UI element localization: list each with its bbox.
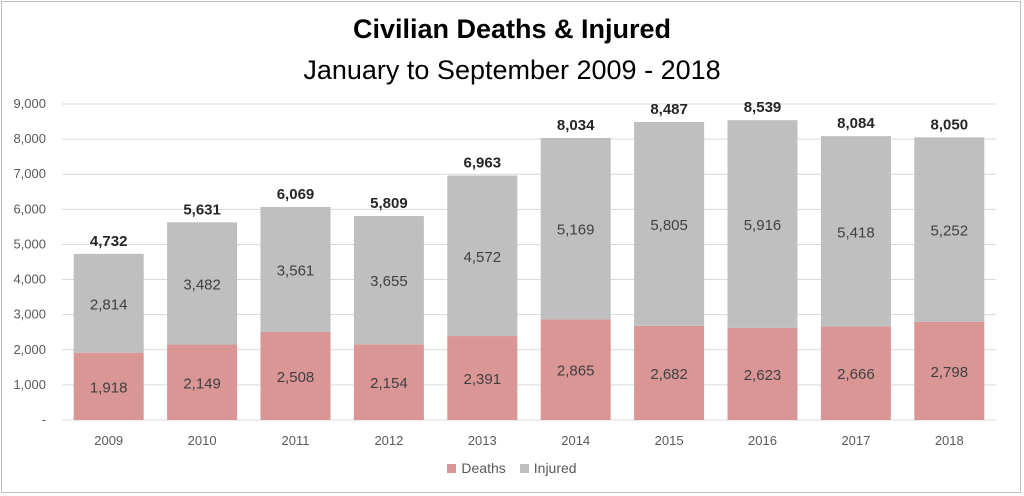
chart-subtitle: January to September 2009 - 2018 — [303, 55, 721, 85]
legend-item-deaths: Deaths — [447, 460, 506, 476]
data-label-injured: 3,561 — [277, 262, 315, 279]
y-tick-label: 2,000 — [13, 342, 46, 357]
y-tick-label: 1,000 — [13, 377, 46, 392]
y-tick-label: 6,000 — [13, 201, 46, 216]
x-tick-label: 2011 — [282, 433, 310, 448]
bar-injured — [820, 136, 891, 327]
legend-label: Deaths — [461, 460, 506, 476]
bar-deaths — [820, 326, 891, 420]
data-label-deaths: 2,623 — [744, 367, 782, 384]
total-label: 4,732 — [90, 233, 128, 250]
data-label-deaths: 2,391 — [464, 371, 502, 388]
data-label-injured: 5,252 — [931, 223, 969, 240]
bar-injured — [914, 137, 985, 322]
legend-swatch — [519, 463, 529, 473]
total-label: 6,963 — [464, 155, 502, 172]
bar-injured — [727, 120, 798, 328]
total-label: 8,084 — [837, 115, 875, 132]
bar-injured — [167, 222, 238, 345]
chart-legend: Deaths Injured — [0, 460, 1024, 476]
total-label: 5,631 — [183, 201, 221, 218]
total-label: 8,487 — [650, 101, 688, 118]
data-label-deaths: 2,682 — [650, 366, 688, 383]
bar-deaths — [727, 327, 798, 420]
total-label: 5,809 — [370, 195, 408, 212]
bar-injured — [73, 253, 144, 353]
x-tick-label: 2013 — [468, 433, 497, 448]
legend-item-injured: Injured — [519, 460, 577, 476]
data-label-injured: 5,169 — [557, 222, 595, 239]
data-label-deaths: 1,918 — [90, 379, 128, 396]
y-tick-label: 7,000 — [13, 166, 46, 181]
bar-deaths — [353, 344, 424, 420]
total-label: 8,050 — [931, 116, 969, 133]
x-tick-label: 2010 — [188, 433, 217, 448]
bar-injured — [634, 122, 705, 326]
total-label: 6,069 — [277, 186, 315, 203]
y-tick-label: - — [42, 412, 46, 427]
data-label-injured: 5,805 — [650, 217, 688, 234]
y-tick-label: 3,000 — [13, 307, 46, 322]
bar-deaths — [914, 321, 985, 420]
y-tick-label: 8,000 — [13, 131, 46, 146]
bar-deaths — [73, 352, 144, 420]
data-label-injured: 5,418 — [837, 224, 875, 241]
x-tick-label: 2014 — [561, 433, 590, 448]
bar-injured — [260, 206, 331, 332]
bar-deaths — [260, 331, 331, 420]
data-label-deaths: 2,508 — [277, 369, 315, 386]
data-label-injured: 4,572 — [464, 249, 502, 266]
legend-swatch — [447, 463, 457, 473]
data-label-injured: 2,814 — [90, 296, 128, 313]
bar-injured — [540, 137, 611, 320]
data-label-injured: 3,482 — [183, 276, 221, 293]
total-label: 8,034 — [557, 117, 595, 134]
legend-label: Injured — [533, 460, 577, 476]
x-tick-label: 2015 — [655, 433, 684, 448]
bar-injured — [447, 175, 518, 337]
data-label-deaths: 2,154 — [370, 375, 408, 392]
x-tick-label: 2018 — [935, 433, 964, 448]
bar-deaths — [447, 336, 518, 420]
data-label-deaths: 2,798 — [931, 364, 969, 381]
y-tick-label: 9,000 — [13, 96, 46, 111]
total-label: 8,539 — [744, 99, 782, 116]
data-label-injured: 5,916 — [744, 217, 782, 234]
data-label-injured: 3,655 — [370, 273, 408, 290]
chart-title: Civilian Deaths & Injured — [352, 14, 672, 44]
x-tick-label: 2016 — [748, 433, 777, 448]
x-tick-label: 2009 — [94, 433, 123, 448]
bar-deaths — [634, 325, 705, 420]
bar-injured — [353, 216, 424, 345]
x-tick-label: 2017 — [841, 433, 870, 448]
bar-deaths — [540, 319, 611, 420]
data-label-deaths: 2,865 — [557, 363, 595, 380]
y-tick-label: 4,000 — [13, 272, 46, 287]
y-tick-label: 5,000 — [13, 236, 46, 251]
data-label-deaths: 2,666 — [837, 366, 875, 383]
x-tick-label: 2012 — [374, 433, 403, 448]
data-label-deaths: 2,149 — [183, 375, 221, 392]
bar-deaths — [167, 344, 238, 420]
